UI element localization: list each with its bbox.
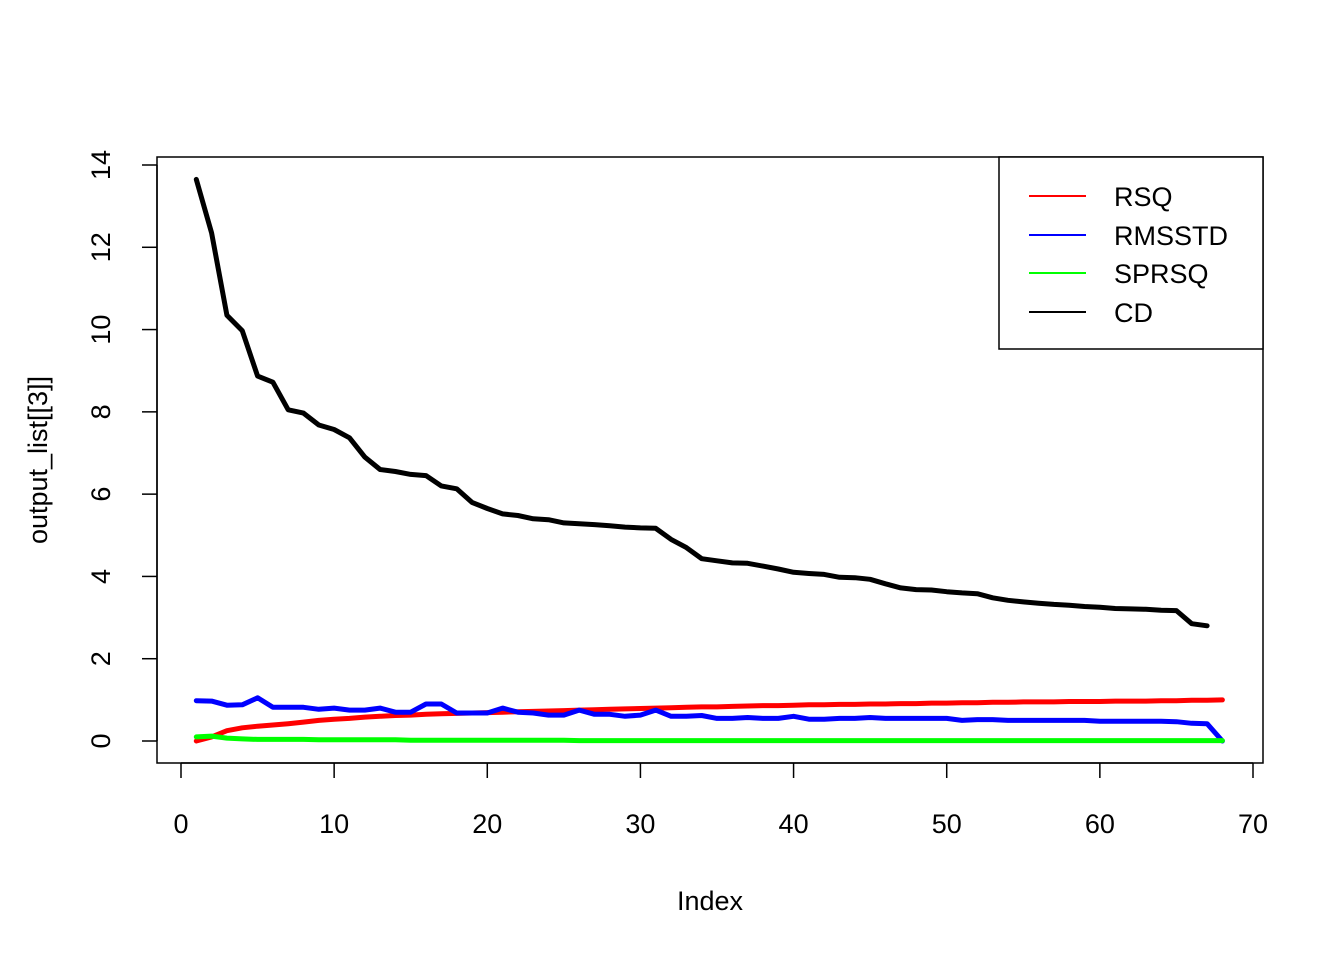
y-tick-label: 14 — [86, 150, 116, 180]
x-tick-label: 0 — [173, 809, 188, 839]
y-tick-label: 10 — [86, 315, 116, 345]
legend-label-cd: CD — [1114, 298, 1153, 328]
series-line-rmsstd — [193, 695, 1225, 744]
x-tick-label: 70 — [1238, 809, 1268, 839]
x-tick-label: 40 — [779, 809, 809, 839]
legend-box — [998, 156, 1264, 350]
x-tick-label: 50 — [932, 809, 962, 839]
y-tick-label: 12 — [86, 232, 116, 262]
series-line-rsq — [193, 697, 1225, 744]
y-tick-label: 6 — [86, 487, 116, 502]
legend-label-sprsq: SPRSQ — [1114, 259, 1209, 289]
x-axis: 0 10 20 30 40 50 60 70 — [173, 762, 1268, 839]
x-tick-label: 20 — [472, 809, 502, 839]
legend-label-rsq: RSQ — [1114, 182, 1173, 212]
legend-label-rmsstd: RMSSTD — [1114, 221, 1228, 251]
y-tick-label: 8 — [86, 404, 116, 419]
y-tick-label: 0 — [86, 733, 116, 748]
series-layer — [193, 176, 1225, 744]
y-axis-title: output_list[[3]] — [23, 376, 53, 544]
legend: RSQ RMSSTD SPRSQ CD — [998, 156, 1264, 350]
y-tick-label: 4 — [86, 569, 116, 584]
x-axis-title: Index — [677, 886, 744, 916]
series-line-sprsq — [193, 733, 1225, 744]
x-tick-label: 60 — [1085, 809, 1115, 839]
series-line-cd — [193, 176, 1210, 629]
y-axis: 0 2 4 6 8 10 12 14 — [86, 150, 158, 749]
x-tick-label: 30 — [625, 809, 655, 839]
x-tick-label: 10 — [319, 809, 349, 839]
y-tick-label: 2 — [86, 651, 116, 666]
